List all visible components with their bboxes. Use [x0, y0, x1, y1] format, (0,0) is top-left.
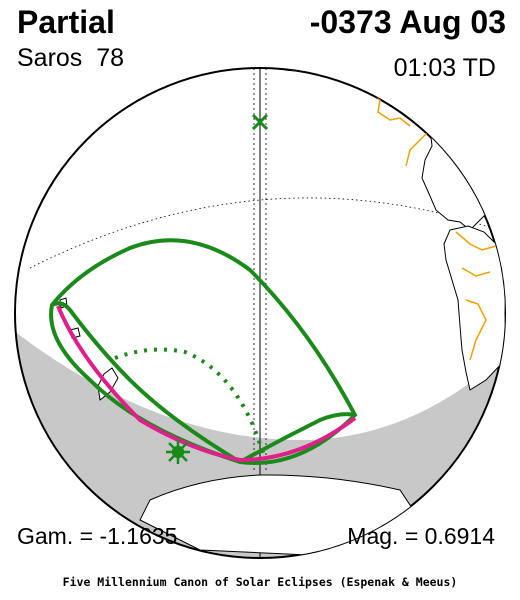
td-time: 01:03 TD [393, 54, 496, 82]
antarctica-coast [139, 474, 421, 557]
eclipse-date: -0373 Aug 03 [309, 4, 506, 40]
eclipse-type-title: Partial [17, 4, 115, 40]
penumbra-inner-loop [51, 301, 242, 464]
magnitude-value: Mag. = 0.6914 [347, 523, 495, 549]
rise-set-curve [56, 305, 357, 463]
north-america-coast [284, 68, 505, 241]
south-america-coast [443, 225, 505, 391]
star-burst-icon [166, 440, 190, 464]
credit-line: Five Millennium Canon of Solar Eclipses … [62, 575, 458, 589]
saros-number: 78 [96, 44, 125, 72]
saros-label: Saros [17, 44, 83, 72]
x-cross-icon [251, 113, 269, 131]
equator-line [29, 197, 493, 269]
saros-series: Saros 78 [17, 44, 124, 73]
gamma-value: Gam. = -1.1635 [17, 523, 178, 549]
